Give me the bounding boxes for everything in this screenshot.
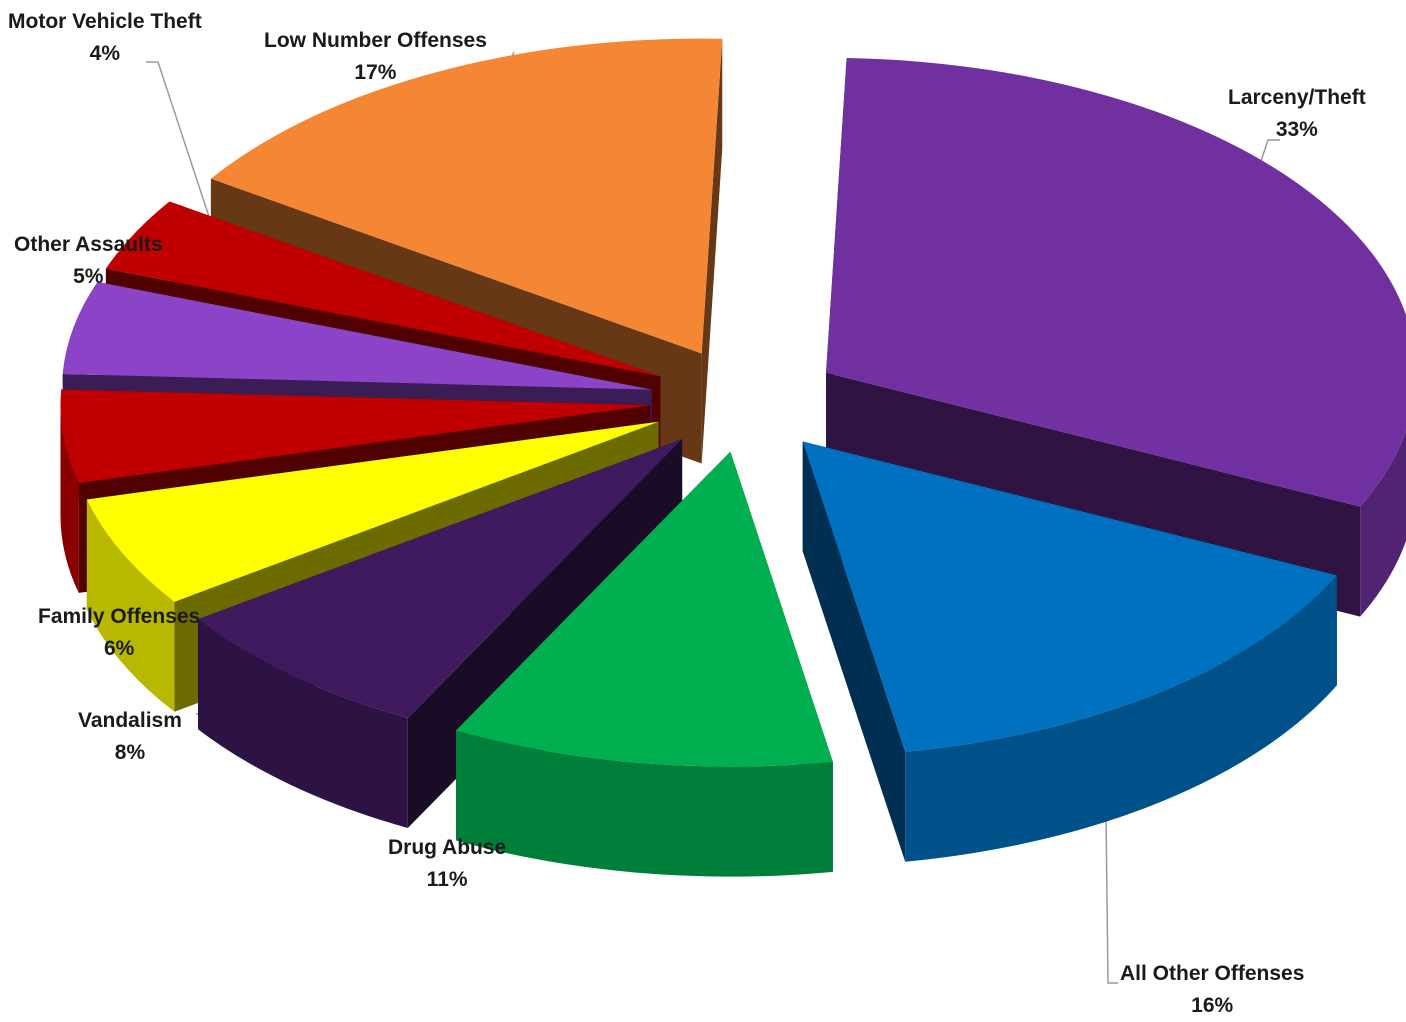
- pie-slice-top-4: [86, 421, 659, 602]
- label-percent: 11%: [426, 868, 468, 891]
- label-name: Low Number Offenses: [264, 29, 487, 52]
- label-vandalism: Vandalism 8%: [78, 705, 182, 769]
- pie-slice-rim-2-0: [455, 730, 833, 877]
- pie-slice-rim-5-0: [60, 405, 79, 593]
- leader-line-motor-vehicle: [146, 61, 223, 257]
- label-name: Family Offenses: [38, 605, 201, 628]
- label-all-other-offenses: All Other Offenses 16%: [1120, 958, 1304, 1022]
- pie-slice-rim-1-0: [905, 575, 1337, 862]
- label-percent: 16%: [1191, 994, 1234, 1017]
- pie-slice-1: [802, 441, 1337, 862]
- label-percent: 4%: [89, 42, 121, 65]
- label-percent: 6%: [103, 637, 135, 660]
- pie-slice-top-6: [62, 281, 652, 390]
- pie-slice-top-2: [455, 451, 833, 767]
- label-percent: 33%: [1275, 118, 1318, 141]
- label-larceny-theft: Larceny/Theft 33%: [1228, 82, 1366, 146]
- label-low-number-offenses: Low Number Offenses 17%: [264, 25, 487, 89]
- pie-slice-wall-8-1: [701, 38, 723, 464]
- label-percent: 8%: [114, 741, 146, 764]
- pie-slices: [60, 38, 1406, 877]
- pie-slice-rim-3-0: [197, 619, 408, 829]
- label-other-assaults: Other Assaults 5%: [14, 229, 163, 293]
- pie-slice-top-1: [802, 441, 1337, 752]
- pie-slice-top-3: [197, 439, 683, 719]
- label-percent: 17%: [354, 61, 397, 84]
- label-name: Vandalism: [78, 709, 182, 732]
- label-family-offenses: Family Offenses 6%: [38, 601, 200, 665]
- pie-slice-wall-1-1: [802, 441, 906, 862]
- label-percent: 5%: [73, 265, 104, 288]
- pie-slice-2: [455, 451, 833, 877]
- label-name: Motor Vehicle Theft: [8, 10, 202, 33]
- label-drug-abuse: Drug Abuse 11%: [388, 832, 506, 896]
- label-name: Larceny/Theft: [1228, 86, 1366, 109]
- pie-slice-top-7: [105, 201, 661, 377]
- label-motor-vehicle-theft: Motor Vehicle Theft 4%: [8, 6, 202, 70]
- label-name: Drug Abuse: [388, 836, 507, 859]
- pie-slice-rim-4-0: [86, 499, 175, 712]
- label-name: Other Assaults: [14, 233, 163, 256]
- label-name: All Other Offenses: [1120, 962, 1305, 985]
- pie-slice-rim-0-0: [1360, 430, 1406, 617]
- pie-slice-top-0: [826, 57, 1406, 507]
- pie-slice-top-5: [60, 389, 651, 483]
- pie-slice-top-8: [210, 38, 723, 354]
